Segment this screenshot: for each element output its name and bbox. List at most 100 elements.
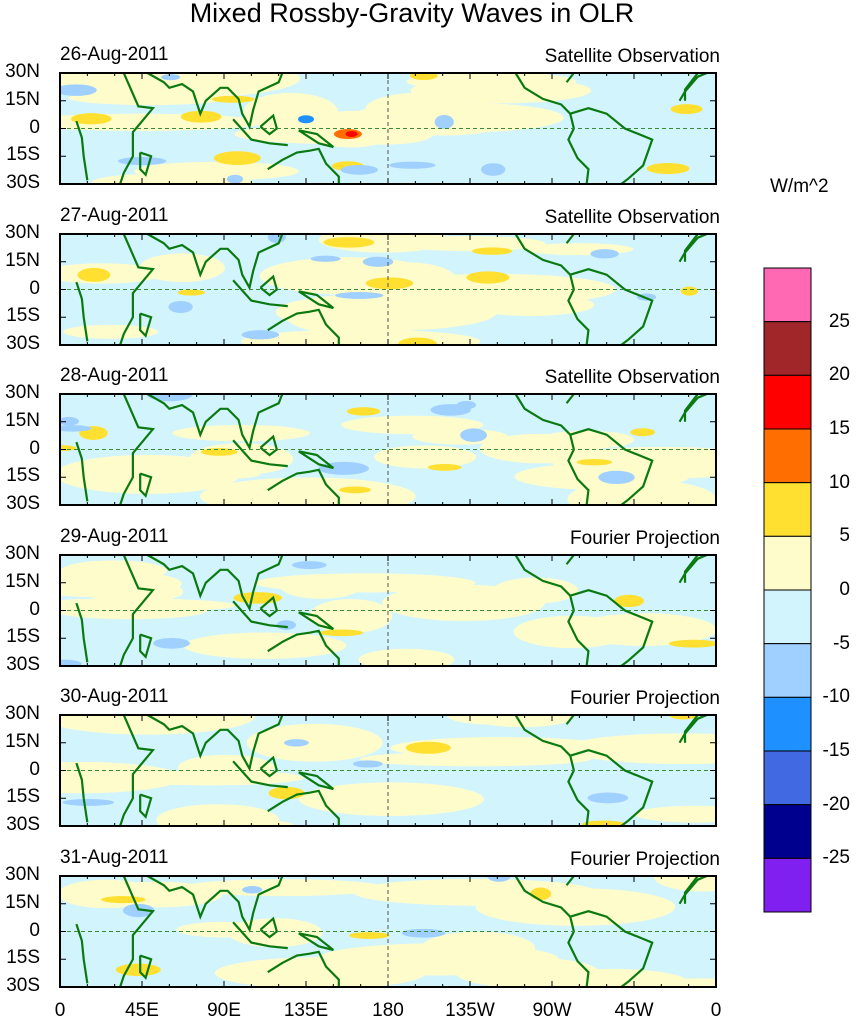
positive-anomaly-contour [373, 445, 477, 469]
anomaly-5-10 [576, 458, 613, 466]
positive-anomaly-contour [181, 879, 385, 897]
positive-anomaly-contour [59, 761, 183, 794]
positive-anomaly-contour [637, 978, 717, 988]
anomaly-neg5-neg10 [153, 637, 190, 649]
coastline [259, 595, 279, 618]
anomaly-5-10 [405, 741, 451, 754]
anomaly-5-10 [365, 277, 414, 290]
positive-anomaly-contour [410, 77, 592, 104]
lon-tick-label: 180 [372, 1000, 404, 1021]
coastline [678, 875, 708, 905]
coastline [267, 468, 340, 505]
anomaly-neg5-neg10 [276, 620, 297, 630]
colorbar-label: 20 [828, 364, 850, 386]
positive-anomaly-contour [538, 430, 635, 449]
anomaly-neg5-neg10 [161, 74, 181, 81]
colorbar-label: 10 [828, 471, 850, 493]
lon-tick-label: 90E [207, 1000, 241, 1021]
anomaly-neg5-neg10 [242, 886, 263, 894]
lat-tick-label: 30N [5, 703, 40, 724]
coastline [259, 434, 279, 457]
coastline [678, 393, 708, 423]
lat-tick-label: 15S [6, 465, 40, 487]
lon-tick-label: 45W [614, 1000, 654, 1021]
coastline [267, 789, 340, 826]
anomaly-5-10 [77, 267, 111, 282]
lat-tick-label: 15S [6, 626, 40, 648]
positive-anomaly-contour [214, 957, 426, 988]
panel-frame [59, 72, 717, 185]
coastline [683, 875, 699, 904]
coastline [298, 129, 335, 149]
anomaly-neg5-neg10 [283, 739, 309, 747]
panel-frame [59, 233, 717, 346]
colorbar-label: -20 [822, 793, 850, 815]
positive-anomaly-contour [84, 579, 184, 604]
anomaly-neg5-neg10 [122, 903, 155, 918]
coastline [569, 107, 654, 185]
positive-anomaly-contour [59, 879, 155, 909]
anomaly-neg5-neg10 [59, 416, 80, 426]
coastline [678, 554, 708, 584]
coastline [75, 281, 89, 342]
panel-date: 26-Aug-2011 [60, 44, 169, 65]
lon-tick-label: 135E [283, 1000, 329, 1021]
positive-anomaly-contour [347, 102, 564, 133]
colorbar-units: W/m^2 [770, 176, 829, 197]
lat-tick-label: 15S [6, 305, 40, 327]
colorbar [763, 267, 812, 913]
lat-tick-label: 15N [5, 409, 40, 431]
coastline [146, 393, 284, 451]
coastline [75, 762, 89, 823]
positive-anomaly-contour [246, 723, 383, 762]
anomaly-neg5-neg10 [590, 249, 619, 259]
anomaly-neg10-neg15 [298, 115, 314, 124]
colorbar-label: -15 [822, 740, 850, 761]
coastline [683, 393, 699, 422]
anomaly-5-10 [614, 594, 644, 608]
coastline [232, 921, 288, 950]
positive-anomaly-contour [183, 632, 347, 659]
lat-tick-label: 30N [5, 543, 40, 564]
map-panel [59, 714, 717, 827]
coastline [259, 113, 279, 136]
colorbar-label: 25 [828, 310, 850, 332]
anomaly-neg5-neg10 [335, 292, 384, 299]
map-panel [59, 875, 717, 988]
coastline [267, 147, 340, 184]
coastline [683, 233, 699, 262]
anomaly-5-10 [680, 286, 699, 296]
coastline [298, 290, 335, 310]
coastline [678, 714, 708, 744]
colorbar-box [763, 321, 812, 376]
anomaly-5-10 [472, 247, 513, 255]
map-panel [59, 72, 717, 185]
lat-tick-label: 30S [6, 814, 40, 835]
positive-anomaly-contour [412, 428, 509, 445]
anomaly-5-10 [398, 337, 437, 346]
positive-anomaly-contour [275, 293, 498, 331]
coastline [139, 472, 153, 498]
anomaly-5-10 [427, 463, 462, 471]
coastline [59, 875, 156, 988]
coastline [139, 793, 153, 819]
anomaly-neg5-neg10 [241, 330, 280, 340]
lat-tick-label: 15N [5, 891, 40, 913]
positive-anomaly-contour [63, 324, 159, 339]
lat-tick-label: 30S [6, 654, 40, 675]
coastline [232, 279, 288, 308]
coastline [569, 749, 654, 827]
panel-source: Fourier Projection [570, 688, 720, 709]
lat-tick-label: 15N [5, 570, 40, 592]
lon-tick-label: 45E [125, 1000, 159, 1021]
coastline [683, 554, 699, 583]
lon-tick-label: 135W [445, 1000, 495, 1021]
anomaly-5-10 [349, 932, 390, 939]
positive-anomaly-contour [59, 714, 255, 735]
lat-tick-label: 15N [5, 249, 40, 271]
colorbar-box [763, 535, 812, 591]
positive-anomaly-contour [298, 782, 484, 816]
anomaly-5-10 [646, 162, 690, 175]
lat-tick-label: 0 [29, 277, 40, 299]
anomaly-5-10 [409, 72, 438, 81]
